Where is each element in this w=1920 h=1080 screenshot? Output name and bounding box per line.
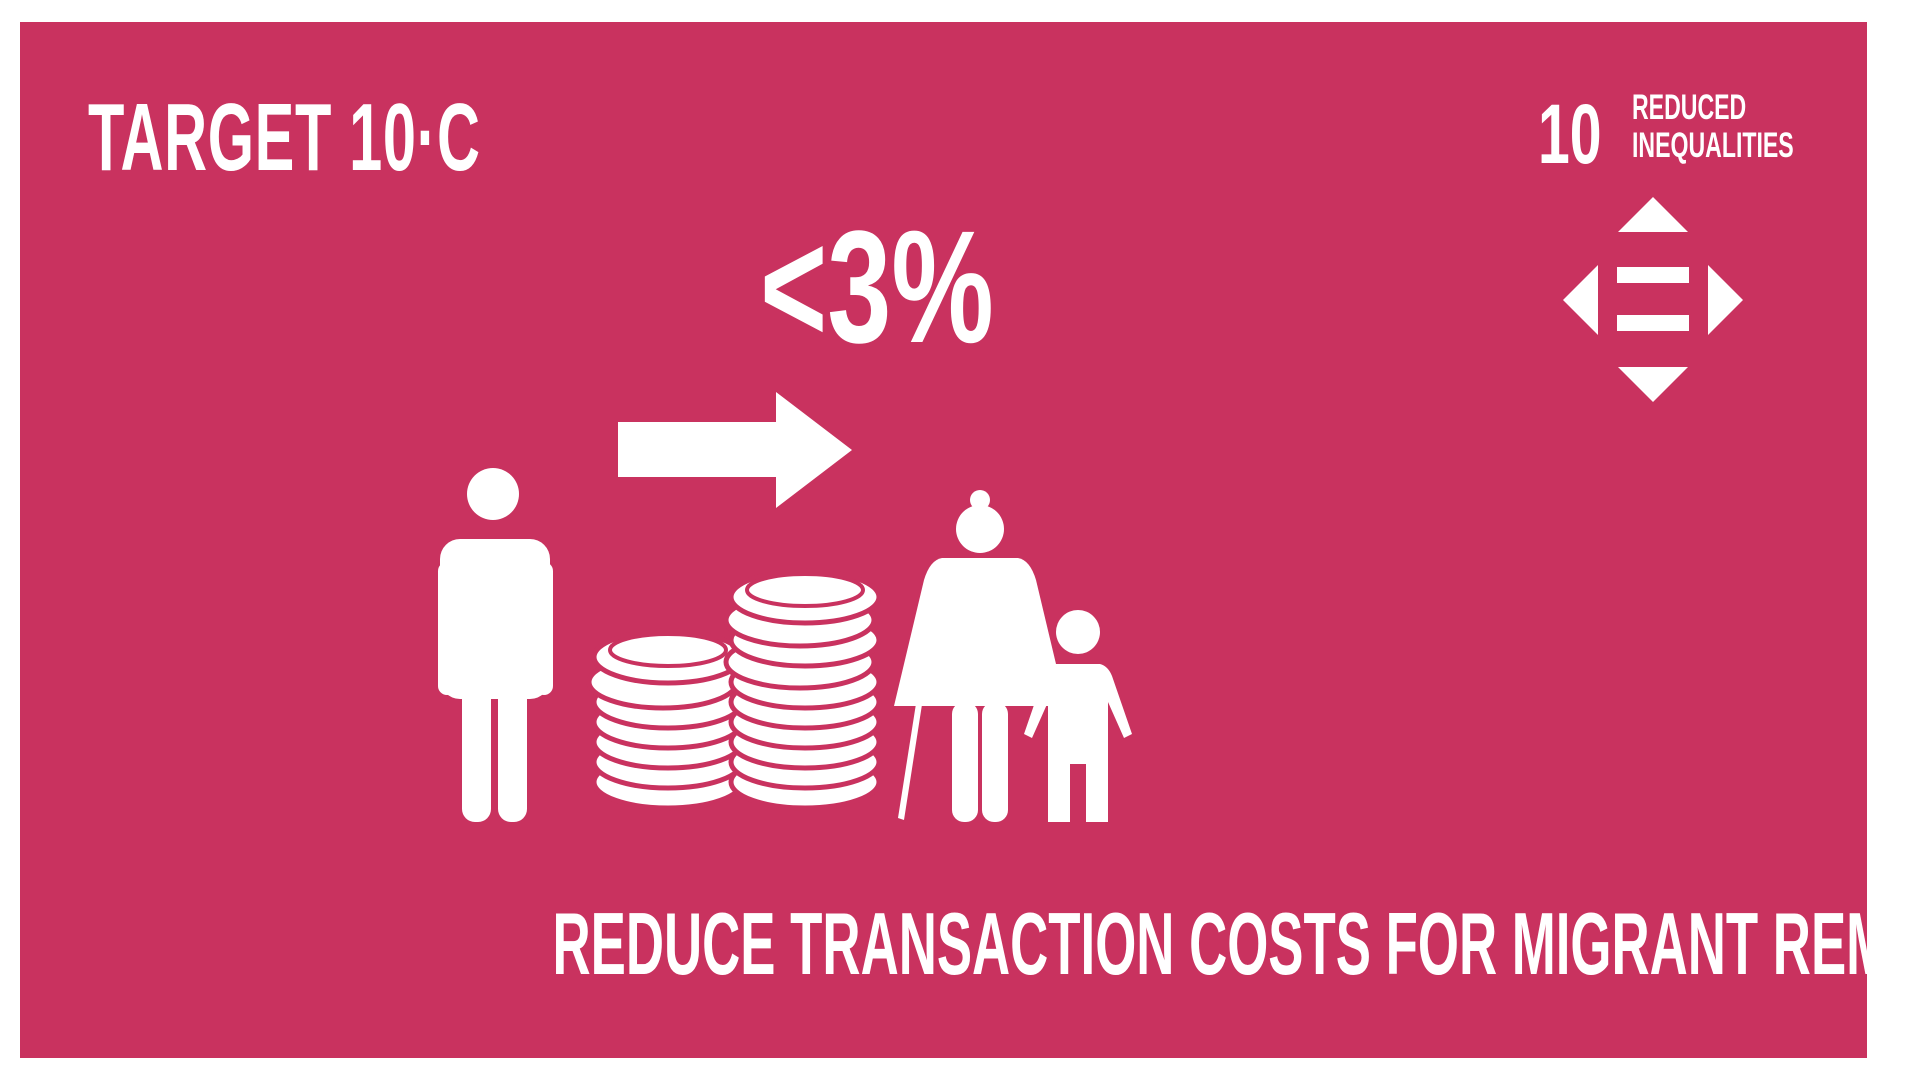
target-card: TARGET 10·C 10 REDUCED INEQUALITIES <3% bbox=[20, 22, 1867, 1058]
target-caption: REDUCE TRANSACTION COSTS FOR MIGRANT REM… bbox=[20, 900, 1867, 988]
right-arrow-icon bbox=[618, 392, 852, 508]
goal-name-line1: REDUCED bbox=[1632, 88, 1747, 127]
grandmother-with-cane-icon bbox=[894, 490, 1066, 822]
coin-stack-large-icon bbox=[723, 568, 882, 811]
goal-number: 10 bbox=[1538, 87, 1602, 181]
coin-stack-small-icon bbox=[586, 628, 745, 811]
target-title: TARGET 10·C bbox=[88, 84, 481, 191]
illustration bbox=[438, 197, 1743, 822]
man-icon bbox=[438, 468, 553, 822]
cost-target-value: <3% bbox=[760, 197, 994, 376]
goal-name-line2: INEQUALITIES bbox=[1632, 126, 1794, 165]
equality-arrows-icon bbox=[1563, 197, 1743, 402]
child-icon bbox=[1024, 610, 1132, 822]
target-caption-text: REDUCE TRANSACTION COSTS FOR MIGRANT REM… bbox=[552, 894, 1867, 993]
